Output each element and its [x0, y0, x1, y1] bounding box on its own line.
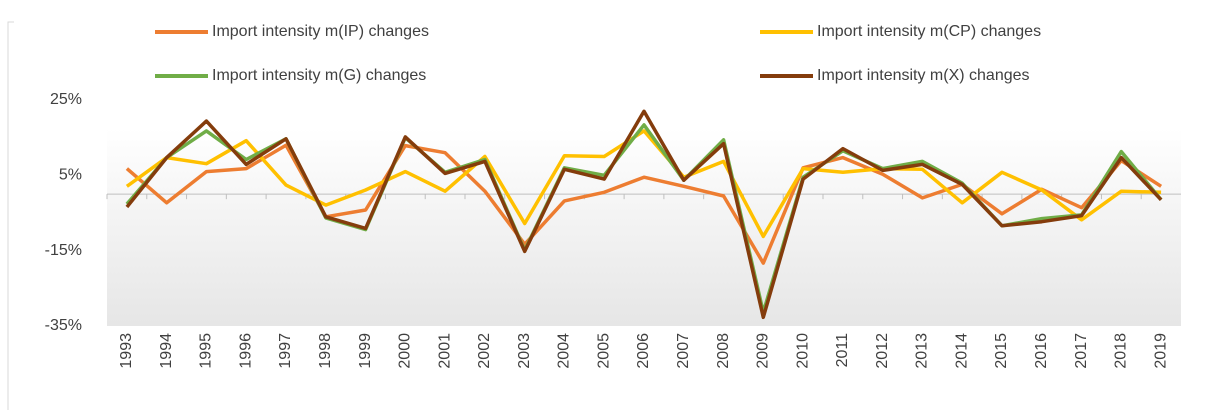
x-tick-label: 2011: [834, 333, 851, 368]
x-tick-label: 2004: [556, 333, 573, 369]
y-tick-label: 25%: [50, 91, 82, 108]
x-tick-label: 2017: [1073, 333, 1090, 369]
series-line: [125, 143, 1163, 265]
y-tick-label: 5%: [59, 167, 82, 184]
legend-label: Import intensity m(G) changes: [212, 67, 426, 84]
x-tick-label: 2005: [595, 333, 612, 369]
x-tick-label: 1994: [158, 333, 175, 369]
x-tick-label: 2012: [874, 333, 891, 369]
x-tick-label: 1998: [317, 333, 334, 369]
x-tick-label: 2014: [953, 333, 970, 369]
series-line: [125, 109, 1163, 320]
x-tick-label: 2008: [715, 333, 732, 369]
x-tick-label: 2019: [1152, 333, 1169, 369]
x-tick-label: 2009: [755, 333, 772, 369]
x-tick-label: 2013: [914, 333, 931, 369]
legend-label: Import intensity m(IP) changes: [212, 23, 429, 40]
x-tick-label: 2001: [436, 333, 453, 369]
x-tick-label: 1999: [357, 333, 374, 369]
x-tick-label: 1997: [277, 333, 294, 369]
x-tick-label: 2010: [794, 333, 811, 369]
series-line: [125, 129, 1162, 239]
x-tick-label: 2006: [635, 333, 652, 369]
x-tick-label: 1995: [198, 333, 215, 369]
frame: [7, 21, 14, 410]
y-tick-label: -35%: [45, 317, 82, 334]
y-tick-label: -15%: [45, 242, 82, 259]
x-tick-label: 2018: [1113, 333, 1130, 369]
x-tick-label: 2015: [993, 333, 1010, 369]
x-tick-label: 2002: [476, 333, 493, 369]
x-tick-label: 2000: [397, 333, 414, 369]
legend-label: Import intensity m(X) changes: [817, 67, 1030, 84]
x-tick-label: 2007: [675, 333, 692, 369]
x-tick-label: 1993: [118, 333, 135, 369]
x-tick-label: 2016: [1033, 333, 1050, 369]
x-tick-label: 2003: [516, 333, 533, 369]
x-tick-label: 1996: [237, 333, 254, 369]
legend-label: Import intensity m(CP) changes: [817, 23, 1041, 40]
